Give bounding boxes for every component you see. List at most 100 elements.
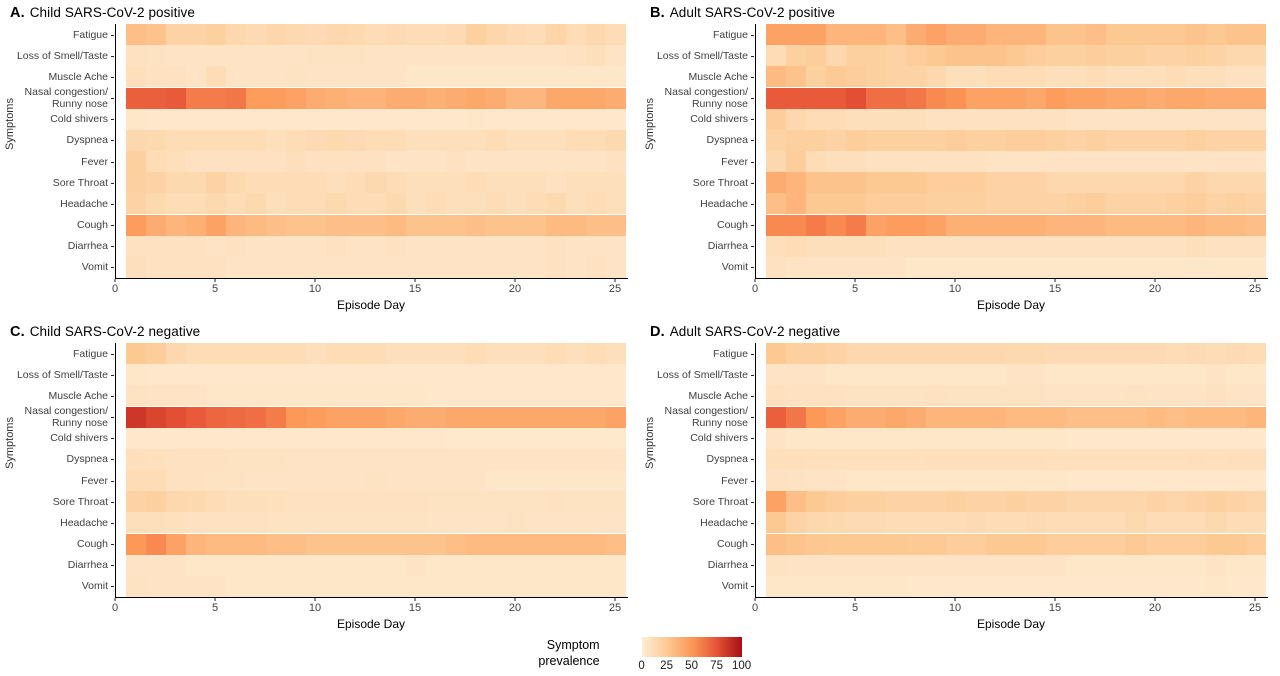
x-axis-tick [1154,598,1156,601]
heatmap-cell [226,406,247,428]
heatmap-cell [766,575,787,597]
heatmap-cell [546,427,567,449]
heatmap-cell [426,575,447,597]
y-axis-label-line: Muscle Ache [688,389,748,402]
heatmap-cell [806,108,827,130]
heatmap-cell [586,448,607,470]
heatmap-cell [1206,533,1227,555]
heatmap-cell [526,87,547,109]
heatmap-cell [286,512,307,534]
heatmap-cell [906,45,927,67]
heatmap-cell [1146,151,1167,173]
heatmap-cell [826,214,847,236]
heatmap-row-vomit [116,256,628,278]
heatmap-cell [786,427,807,449]
heatmap-cell [406,108,427,130]
heatmap-cell [326,406,347,428]
heatmap-cell [606,193,627,215]
heatmap-cell [1146,427,1167,449]
x-axis-tick [754,598,756,601]
heatmap-cell [606,554,627,576]
heatmap-cell [606,129,627,151]
heatmap-cell [246,45,267,67]
heatmap-cell [226,343,247,365]
heatmap-cell [1206,385,1227,407]
heatmap-cell [526,512,547,534]
heatmap-cell [286,66,307,88]
heatmap-cell [286,491,307,513]
heatmap-row-sore-throat [756,491,1268,513]
heatmap-cell [1146,256,1167,278]
heatmap-cell [426,108,447,130]
heatmap-cell [1186,151,1207,173]
heatmap-cell [1046,470,1067,492]
y-axis-label-line: Headache [700,516,748,529]
heatmap-cell [886,66,907,88]
heatmap-cell [1086,385,1107,407]
heatmap-cell [426,172,447,194]
heatmap-cell [206,427,227,449]
heatmap-cell [226,45,247,67]
heatmap-cell [1126,385,1147,407]
heatmap-cell [786,512,807,534]
heatmap-cell [1186,129,1207,151]
heatmap-row-dyspnea [756,448,1268,470]
heatmap-row-headache [756,193,1268,215]
heatmap-cell [286,364,307,386]
heatmap-cell [1186,45,1207,67]
heatmap-cell [1106,470,1127,492]
heatmap-cell [406,235,427,257]
heatmap-cell [266,66,287,88]
heatmap-cell [866,172,887,194]
heatmap-cell [1166,364,1187,386]
y-axis-label-line: Cold shivers [50,113,108,126]
heatmap-cell [786,129,807,151]
heatmap-cell [886,172,907,194]
heatmap-cell [346,172,367,194]
heatmap-row-nasal-congestion-runny-nose [756,87,1268,109]
heatmap-cell [486,172,507,194]
heatmap-cell [446,151,467,173]
heatmap-cell [386,66,407,88]
heatmap-cell [1166,214,1187,236]
y-axis-tick [751,98,754,100]
heatmap-row-cold-shivers [116,427,628,449]
heatmap-cell [566,45,587,67]
heatmap-cell [226,256,247,278]
y-axis-tick [111,438,114,440]
heatmap-cell [1046,45,1067,67]
y-axis-tick [111,55,114,57]
heatmap-cell [326,235,347,257]
heatmap-cell [806,470,827,492]
y-axis-tick [111,565,114,567]
heatmap-cell [526,24,547,46]
heatmap-cell [1146,406,1167,428]
heatmap-cell [386,491,407,513]
heatmap-cell [1226,533,1247,555]
heatmap-cell [1086,554,1107,576]
heatmap-row-loss-of-smell-taste [116,364,628,386]
heatmap-cell [566,491,587,513]
heatmap-cell [326,24,347,46]
heatmap-cell [766,24,787,46]
heatmap-cell [506,343,527,365]
heatmap-cell [446,470,467,492]
heatmap-cell [826,427,847,449]
x-axis-tick [1154,279,1156,282]
heatmap-cell [906,491,927,513]
x-axis-tick-label: 10 [948,283,962,295]
heatmap-cell [386,108,407,130]
heatmap-cell [346,385,367,407]
heatmap-cell [466,364,487,386]
heatmap-cell [1086,151,1107,173]
heatmap-cell [1206,45,1227,67]
heatmap-cell [526,448,547,470]
heatmap-plot [755,24,1268,279]
heatmap-cell [506,575,527,597]
y-axis-label-loss-of-smell-taste: Loss of Smell/Taste [648,369,748,381]
heatmap-cell [946,554,967,576]
heatmap-cell [826,151,847,173]
heatmap-cell [1226,406,1247,428]
heatmap-cell [446,129,467,151]
heatmap-cell [506,24,527,46]
